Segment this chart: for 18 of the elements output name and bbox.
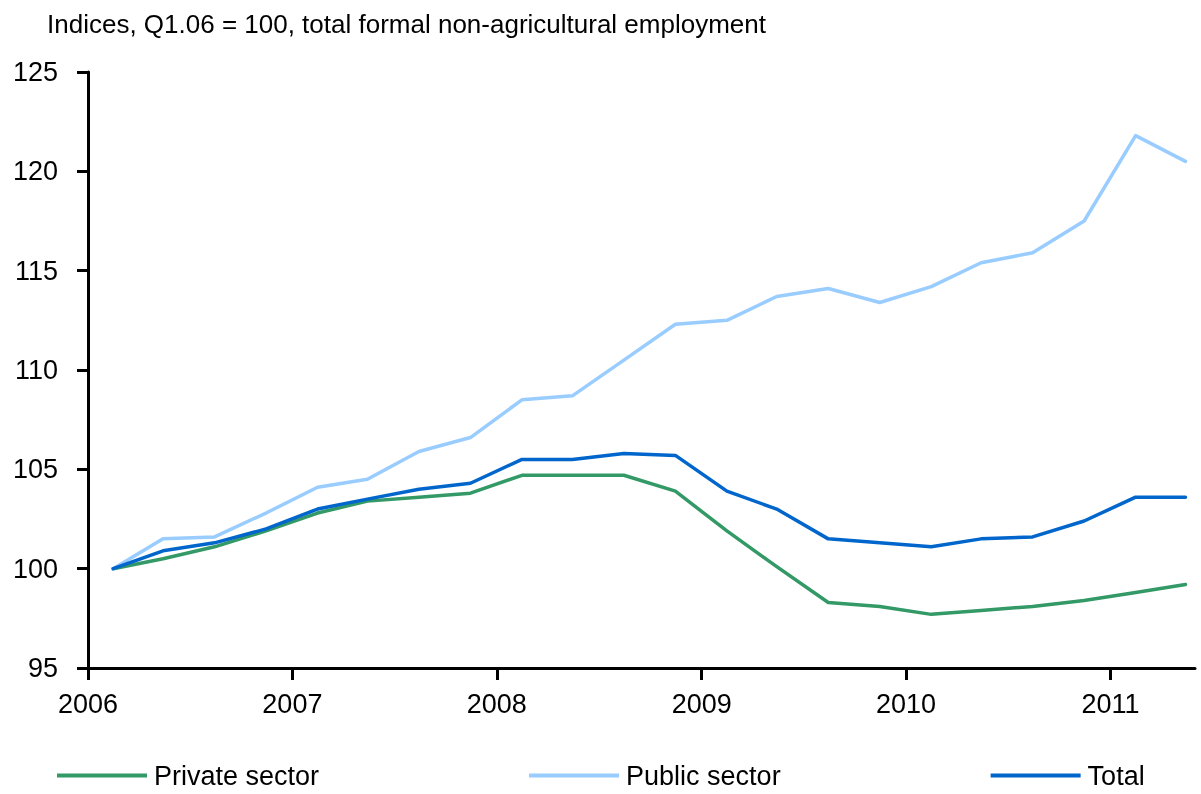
legend-label: Total <box>1087 760 1145 791</box>
chart-title: Indices, Q1.06 = 100, total formal non-agricultural employment <box>47 9 767 39</box>
y-tick-label: 105 <box>12 454 58 485</box>
legend-label: Private sector <box>154 760 320 791</box>
y-tick-label: 115 <box>14 255 58 286</box>
x-tick-label: 2007 <box>262 688 323 719</box>
x-tick-label: 2011 <box>1081 688 1140 719</box>
y-tick-label: 120 <box>12 156 58 187</box>
line-series <box>111 451 1188 571</box>
x-tick-label: 2006 <box>57 688 119 719</box>
x-tick-label: 2010 <box>876 688 937 719</box>
x-tick-label: 2009 <box>671 688 732 719</box>
y-tick-label: 100 <box>12 553 58 584</box>
y-tick-label: 95 <box>27 653 58 683</box>
y-tick-label: 110 <box>14 355 58 385</box>
legend-label: Public sector <box>626 760 781 791</box>
x-tick-label: 2008 <box>466 688 527 719</box>
y-tick-label: 125 <box>12 57 58 87</box>
